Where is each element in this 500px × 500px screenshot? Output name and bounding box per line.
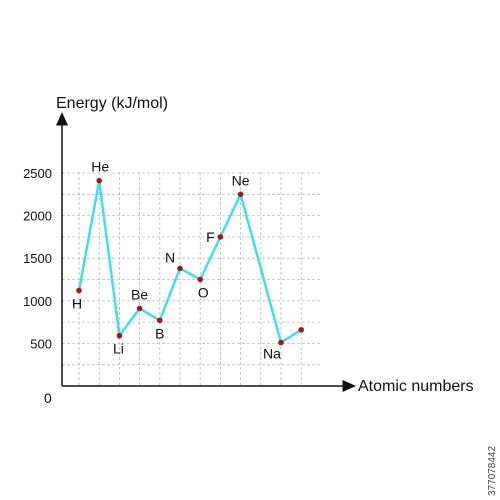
- point-label: H: [72, 296, 82, 312]
- data-point: [76, 287, 82, 294]
- point-label: Ne: [232, 172, 250, 188]
- data-point: [96, 177, 102, 184]
- data-point: [157, 317, 163, 324]
- data-point: [298, 326, 305, 333]
- data-point: [237, 191, 244, 198]
- y-tick-label: 2000: [23, 209, 52, 224]
- data-point: [116, 332, 123, 339]
- point-label: Li: [113, 341, 124, 357]
- stock-id-text: 377078442: [487, 446, 498, 496]
- point-label: B: [155, 325, 164, 341]
- y-tick-label: 500: [30, 336, 52, 351]
- data-point: [177, 265, 183, 272]
- grid-lines: [62, 172, 320, 386]
- data-point: [136, 305, 143, 312]
- y-tick-label: 1500: [23, 251, 52, 266]
- stock-id-watermark: 377078442: [487, 446, 498, 496]
- point-label: He: [91, 159, 109, 175]
- y-tick-label: 1000: [23, 294, 52, 309]
- point-label: Na: [263, 346, 281, 362]
- y-tick-label: 2500: [23, 166, 52, 181]
- origin-label: 0: [44, 390, 52, 406]
- point-labels: H He Li Be B N O F Ne Na: [72, 159, 281, 362]
- y-tick-labels: 500 1000 1500 2000 2500: [23, 166, 52, 351]
- data-point: [278, 339, 284, 346]
- point-label: F: [206, 229, 215, 245]
- point-label: O: [198, 285, 209, 301]
- data-point: [217, 234, 224, 240]
- data-points: [76, 177, 305, 346]
- point-label: N: [165, 249, 175, 265]
- data-point: [197, 276, 203, 283]
- y-axis-label: Energy (kJ/mol): [56, 95, 168, 112]
- series-line: [77, 179, 302, 344]
- point-label: Be: [131, 286, 148, 302]
- x-axis-label: Atomic numbers: [358, 378, 474, 395]
